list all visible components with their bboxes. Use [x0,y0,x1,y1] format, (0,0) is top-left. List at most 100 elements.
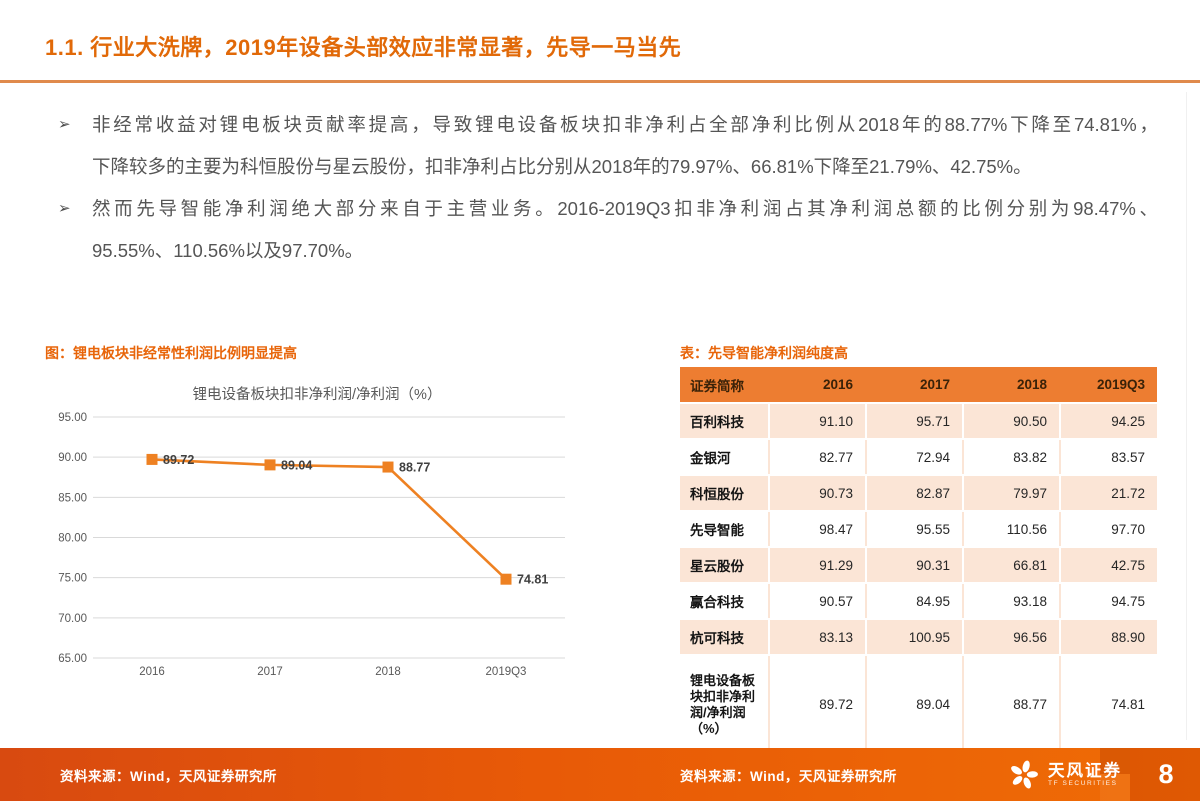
table-row: 百利科技 91.10 95.71 90.50 94.25 [680,402,1157,438]
chart-y-tick-label: 85.00 [58,492,87,504]
row-label-cell: 星云股份 [690,559,744,574]
value-cell: 74.81 [1059,656,1157,753]
value-cell: 100.95 [865,620,962,654]
value-cell: 84.95 [865,584,962,618]
row-label-cell: 先导智能 [690,523,744,538]
data-table: 证券简称 2016 2017 2018 2019Q3 百利科技 91.10 95.71 90.5… [680,367,1157,756]
value-cell: 79.97 [962,476,1059,510]
value-cell: 95.55 [865,512,962,546]
table-header-cell: 2019Q3 [1096,377,1145,392]
brand-name: 天风证券 [1048,761,1122,780]
chart-y-tick-label: 90.00 [58,452,87,464]
bullet-line: 95.55%、110.56%以及97.70%。 [92,240,364,261]
chart-data-label: 88.77 [399,461,430,475]
value-cell: 94.25 [1059,404,1157,438]
header-rule [0,80,1200,83]
footer-deco-block [1130,748,1200,801]
chart-x-tick-label: 2017 [257,666,283,678]
chart-y-tick-label: 80.00 [58,533,87,545]
footer-deco-block [1086,762,1100,776]
table-header-row: 证券简称 2016 2017 2018 2019Q3 [680,367,1157,402]
value-cell: 110.56 [962,512,1059,546]
bullet-text: 然而先导智能净利润绝大部分来自于主营业务。2016-2019Q3扣非净利润占其净… [92,188,1158,272]
value-cell: 90.57 [768,584,865,618]
row-label-cell: 杭可科技 [690,631,744,646]
value-cell: 83.82 [962,440,1059,474]
table-header-cell: 证券简称 [690,378,744,394]
value-cell: 42.75 [1059,548,1157,582]
value-cell: 72.94 [865,440,962,474]
row-label-cell: 金银河 [690,451,731,466]
row-label-cell: 赢合科技 [690,595,744,610]
chart-data-label: 89.04 [281,458,312,472]
chart-x-tick-label: 2019Q3 [486,666,527,678]
chart-y-tick-label: 65.00 [58,653,87,665]
line-chart-svg: 锂电设备板块扣非净利润/净利润（%） 95.00 90.00 85.00 80.00 75… [58,385,565,678]
chart-y-tick-label: 95.00 [58,412,87,424]
row-label-cell: 科恒股份 [690,487,744,502]
figure-caption: 图：锂电板块非经常性利润比例明显提高 [45,345,297,361]
value-cell: 90.31 [865,548,962,582]
table-caption: 表：先导智能净利润纯度高 [680,345,848,361]
chart-data-point [264,459,276,471]
value-cell: 83.13 [768,620,865,654]
bullet-item: ➢ 然而先导智能净利润绝大部分来自于主营业务。2016-2019Q3扣非净利润占… [58,188,1158,272]
value-cell: 93.18 [962,584,1059,618]
chart-x-tick-label: 2018 [375,666,401,678]
chart-data-point [382,461,394,473]
row-label-cell: 锂电设备板块扣非净利润/净利润（%） [690,672,756,736]
chart-series-line [151,458,507,581]
brand-logo: 天风证券 TF SECURITIES [1008,748,1122,801]
chart-title: 锂电设备板块扣非净利润/净利润（%） [193,385,442,403]
bullet-list: ➢ 非经常收益对锂电板块贡献率提高，导致锂电设备板块扣非净利占全部净利比例从20… [58,104,1158,272]
table-row: 锂电设备板块扣非净利润/净利润（%） 89.72 89.04 88.77 74.81 [680,654,1157,753]
table-row: 赢合科技 90.57 84.95 93.18 94.75 [680,582,1157,618]
value-cell: 91.10 [768,404,865,438]
table-row: 星云股份 91.29 90.31 66.81 42.75 [680,546,1157,582]
table-row: 金银河 82.77 72.94 83.82 83.57 [680,438,1157,474]
footer-deco-block [1100,774,1130,801]
brand-text: 天风证券 TF SECURITIES [1048,762,1122,787]
page-edge-line [1186,92,1187,740]
flower-icon [1011,760,1038,788]
bullet-item: ➢ 非经常收益对锂电板块贡献率提高，导致锂电设备板块扣非净利占全部净利比例从20… [58,104,1158,188]
chart-data-label: 74.81 [517,573,548,587]
table-row: 先导智能 98.47 95.55 110.56 97.70 [680,510,1157,546]
value-cell: 94.75 [1059,584,1157,618]
table-row: 杭可科技 83.13 100.95 96.56 88.90 [680,618,1157,654]
chart-y-tick-label: 75.00 [58,573,87,585]
bullet-text: 非经常收益对锂电板块贡献率提高，导致锂电设备板块扣非净利占全部净利比例从2018… [92,104,1158,188]
chart-data-point [146,453,158,465]
line-chart: 锂电设备板块扣非净利润/净利润（%） 95.00 90.00 85.00 80.00 75… [45,368,590,688]
table-header-cell: 2017 [919,377,950,392]
value-cell: 97.70 [1059,512,1157,546]
value-cell: 82.87 [865,476,962,510]
value-cell: 90.50 [962,404,1059,438]
value-cell: 66.81 [962,548,1059,582]
bullet-arrow-icon: ➢ [58,116,71,133]
chart-data-label: 89.72 [163,453,194,467]
row-label-cell: 百利科技 [690,415,744,430]
value-cell: 98.47 [768,512,865,546]
value-cell: 83.57 [1059,440,1157,474]
table-row: 科恒股份 90.73 82.87 79.97 21.72 [680,474,1157,510]
footer-deco-block [1100,748,1130,774]
footer-bar: 资料来源：Wind，天风证券研究所 资料来源：Wind，天风证券研究所 天风证券… [0,748,1200,801]
bullet-line: 下降较多的主要为科恒股份与星云股份，扣非净利占比分别从2018年的79.97%、… [92,156,1032,177]
value-cell: 90.73 [768,476,865,510]
bullet-line: 非经常收益对锂电板块贡献率提高，导致锂电设备板块扣非净利占全部净利比例从2018… [92,114,1158,135]
bullet-arrow-icon: ➢ [58,200,71,217]
source-note-table: 资料来源：Wind，天风证券研究所 [680,768,897,784]
value-cell: 89.04 [865,656,962,753]
value-cell: 88.90 [1059,620,1157,654]
value-cell: 21.72 [1059,476,1157,510]
brand-subtitle: TF SECURITIES [1048,780,1118,787]
value-cell: 91.29 [768,548,865,582]
page-title: 1.1. 行业大洗牌，2019年设备头部效应非常显著，先导一马当先 [45,35,682,60]
value-cell: 82.77 [768,440,865,474]
chart-y-tick-label: 70.00 [58,613,87,625]
source-note-figure: 资料来源：Wind，天风证券研究所 [60,768,277,784]
chart-data-point [500,573,512,585]
value-cell: 96.56 [962,620,1059,654]
